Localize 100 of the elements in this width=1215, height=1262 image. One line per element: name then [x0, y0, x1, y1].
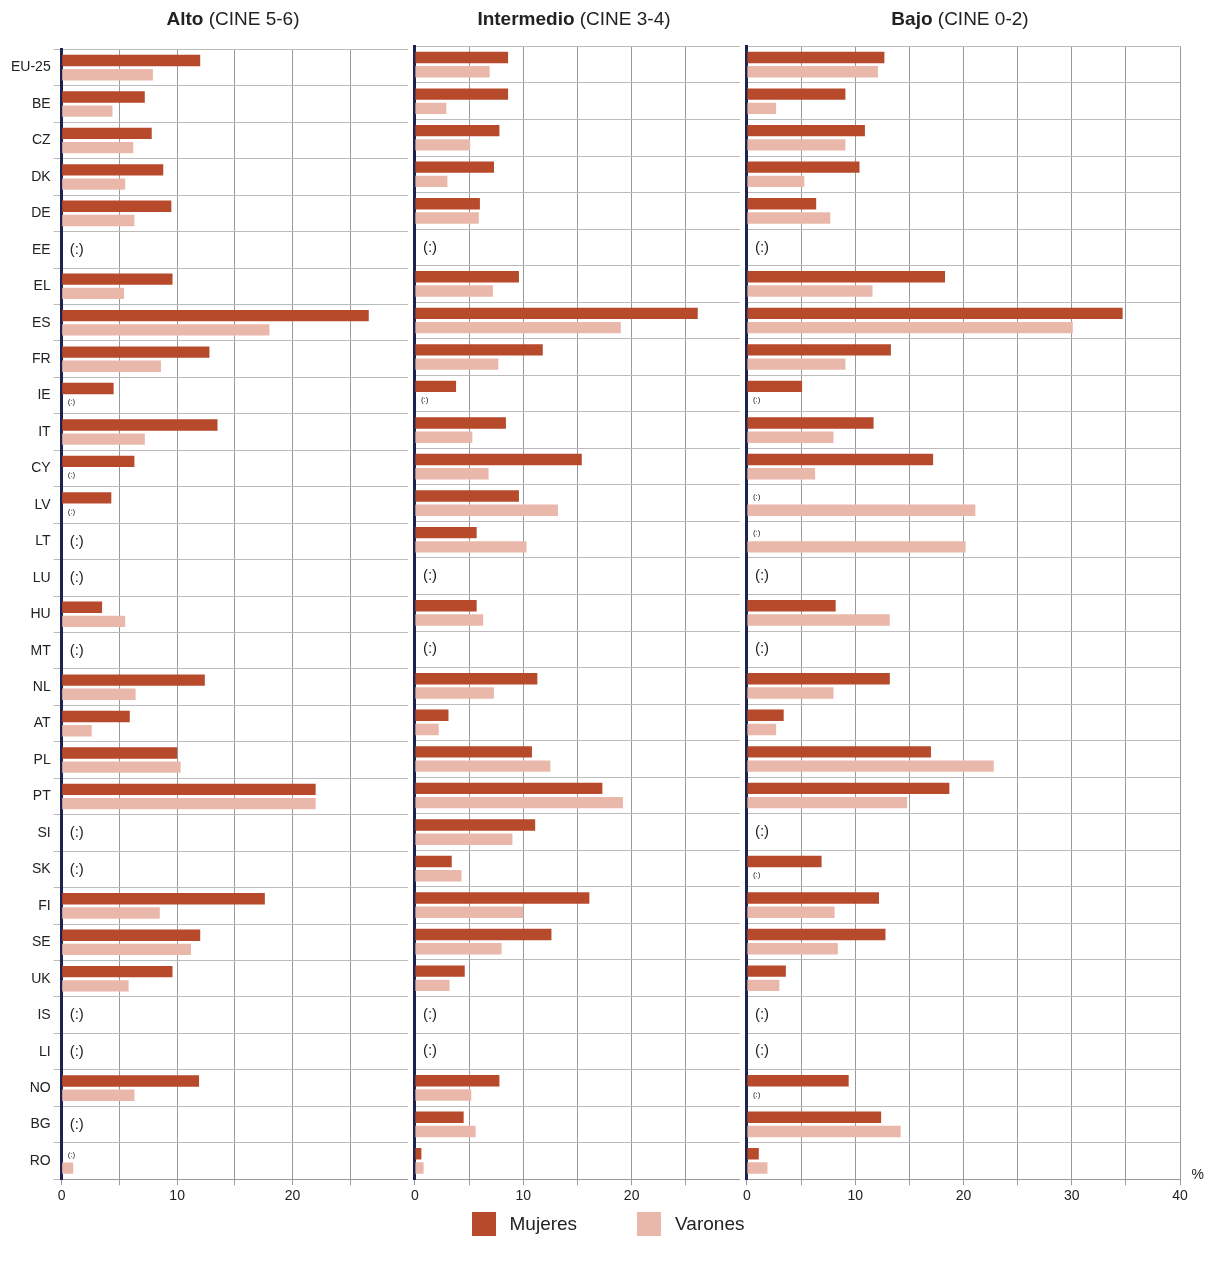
- bar: [415, 139, 471, 151]
- bar: [415, 782, 603, 795]
- y-tick-label: AT: [33, 714, 52, 731]
- y-tick-label: LV: [34, 495, 52, 512]
- bar: [62, 164, 164, 176]
- bar: [415, 468, 489, 480]
- text: (:): [69, 823, 84, 841]
- y-tick-label: CY: [31, 459, 52, 476]
- bar: [747, 66, 878, 78]
- text: (:): [752, 528, 761, 538]
- bar: [62, 346, 210, 358]
- bar: [62, 601, 103, 613]
- bar: [415, 88, 509, 100]
- text: (:): [69, 1005, 84, 1023]
- bar: [747, 1148, 759, 1160]
- y-tick-label: CZ: [32, 131, 52, 148]
- y-tick-label: EE: [32, 240, 51, 257]
- bar: [415, 892, 590, 904]
- bar: [747, 599, 836, 612]
- text: (:): [754, 566, 770, 584]
- bar: [62, 455, 135, 468]
- bar: [62, 674, 205, 686]
- bar: [747, 614, 890, 626]
- bar: [747, 855, 822, 868]
- bar: [62, 1162, 74, 1174]
- y-tick-label: BE: [32, 94, 51, 111]
- bar: [747, 928, 886, 941]
- y-tick-label: FI: [38, 896, 51, 913]
- x-tick-label: 0: [410, 1187, 419, 1204]
- x-axis-title: %: [1191, 1166, 1204, 1182]
- text: (:): [752, 870, 761, 880]
- bar: [415, 614, 484, 626]
- text: (:): [754, 639, 770, 657]
- text: (:): [422, 237, 438, 255]
- y-tick-label: PT: [32, 787, 52, 804]
- x-tick-label: 20: [284, 1187, 301, 1204]
- bar: [747, 321, 1073, 334]
- text: (:): [752, 491, 761, 501]
- text: (:): [422, 1004, 438, 1022]
- text: (:): [67, 397, 76, 407]
- x-tick-label: 40: [1172, 1187, 1188, 1204]
- bar: [62, 893, 265, 905]
- text: (:): [754, 822, 770, 840]
- y-tick-label: MT: [30, 641, 52, 658]
- bar: [415, 1089, 472, 1101]
- bar: [62, 141, 134, 154]
- bar: [62, 688, 136, 700]
- bar: [747, 198, 817, 210]
- bar: [415, 358, 499, 370]
- bar: [747, 307, 1123, 320]
- bar: [747, 1075, 849, 1087]
- bar: [415, 673, 538, 685]
- bar: [415, 307, 698, 320]
- text: (:): [69, 531, 84, 549]
- bar: [62, 797, 316, 810]
- text: (:): [754, 1041, 770, 1059]
- bar: [415, 928, 552, 941]
- text: (:): [69, 1114, 84, 1132]
- bar: [62, 710, 130, 723]
- bar: [747, 285, 873, 297]
- bar: [747, 453, 934, 466]
- y-tick-label: SE: [32, 933, 51, 950]
- bar: [747, 431, 834, 443]
- bar: [415, 965, 465, 977]
- bar: [747, 271, 946, 283]
- y-tick-label: EL: [33, 277, 51, 294]
- text: (:): [67, 1149, 76, 1159]
- x-tick-label: 20: [623, 1187, 640, 1204]
- bar: [415, 796, 623, 809]
- bar: [62, 1075, 200, 1087]
- bar: [747, 102, 777, 115]
- bar: [62, 105, 113, 117]
- text: (:): [67, 470, 76, 480]
- bar: [747, 673, 890, 685]
- bar: [415, 285, 493, 297]
- y-tick-label: DE: [31, 204, 51, 221]
- bar: [747, 782, 950, 795]
- bar: [62, 1089, 135, 1101]
- bar: [62, 127, 152, 140]
- bar: [747, 687, 834, 699]
- x-tick-label: 10: [515, 1187, 532, 1204]
- bar: [747, 358, 846, 370]
- bar: [415, 175, 448, 188]
- bar: [415, 687, 494, 699]
- bar: [62, 929, 201, 941]
- text: (:): [754, 1004, 770, 1022]
- text: (:): [69, 568, 84, 585]
- x-tick-label: 20: [955, 1187, 972, 1204]
- y-tick-label: NL: [32, 678, 51, 695]
- bar: [747, 1111, 882, 1123]
- bar: [62, 965, 173, 978]
- bar: [747, 380, 803, 393]
- bar: [747, 746, 931, 758]
- bar: [62, 54, 201, 67]
- bar: [415, 1148, 422, 1160]
- x-tick-label: 0: [742, 1187, 751, 1204]
- bar: [415, 599, 477, 612]
- chart-title: Bajo (CINE 0-2): [891, 8, 1029, 29]
- bar: [747, 906, 835, 918]
- bar: [747, 1125, 901, 1138]
